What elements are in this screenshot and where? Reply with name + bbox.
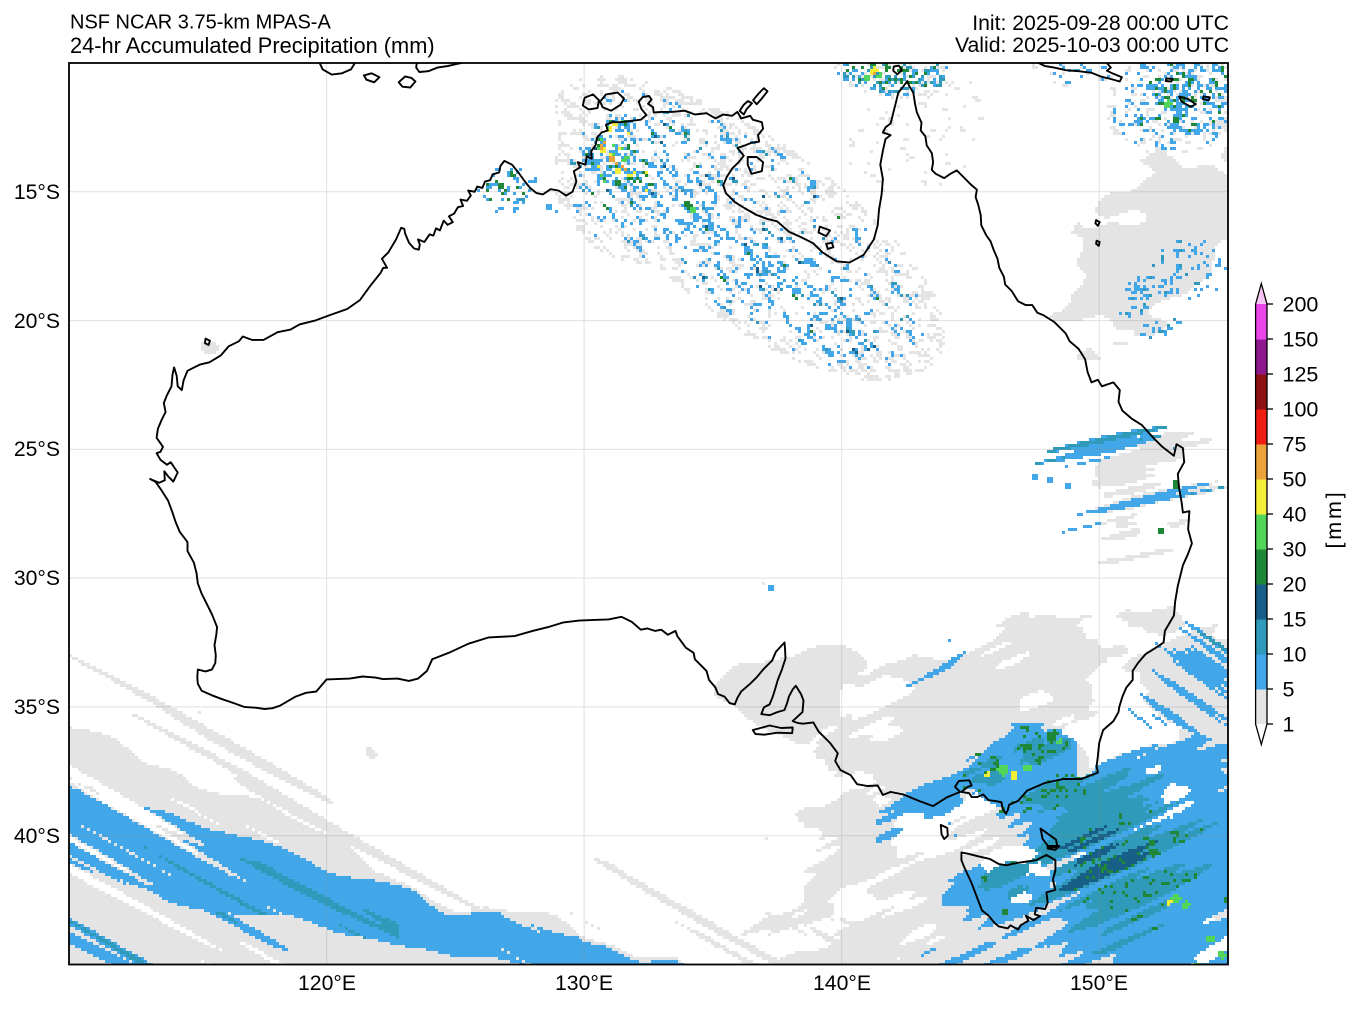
svg-text:35°S: 35°S	[14, 696, 60, 719]
svg-text:40°S: 40°S	[14, 825, 60, 848]
svg-text:25°S: 25°S	[14, 438, 60, 461]
svg-text:120°E: 120°E	[298, 972, 356, 995]
svg-text:Init: 2025-09-28 00:00 UTC: Init: 2025-09-28 00:00 UTC	[972, 12, 1229, 35]
svg-text:40: 40	[1283, 502, 1307, 526]
svg-text:150: 150	[1283, 327, 1319, 351]
svg-text:[mm]: [mm]	[1322, 490, 1346, 549]
svg-text:Valid: 2025-10-03 00:00 UTC: Valid: 2025-10-03 00:00 UTC	[955, 34, 1229, 57]
svg-text:30°S: 30°S	[14, 567, 60, 590]
svg-text:125: 125	[1283, 362, 1319, 386]
svg-text:140°E: 140°E	[813, 972, 871, 995]
svg-text:24-hr Accumulated Precipitatio: 24-hr Accumulated Precipitation (mm)	[70, 33, 435, 58]
svg-text:15°S: 15°S	[14, 181, 60, 204]
svg-text:20: 20	[1283, 572, 1307, 596]
svg-text:1: 1	[1283, 712, 1295, 736]
svg-text:NSF NCAR 3.75-km MPAS-A: NSF NCAR 3.75-km MPAS-A	[70, 12, 331, 34]
svg-text:75: 75	[1283, 432, 1307, 456]
svg-text:10: 10	[1283, 642, 1307, 666]
svg-text:20°S: 20°S	[14, 310, 60, 333]
svg-text:130°E: 130°E	[555, 972, 613, 995]
svg-text:150°E: 150°E	[1070, 972, 1128, 995]
svg-text:50: 50	[1283, 467, 1307, 491]
svg-text:15: 15	[1283, 607, 1307, 631]
svg-text:100: 100	[1283, 397, 1319, 421]
svg-text:5: 5	[1283, 677, 1295, 701]
svg-text:200: 200	[1283, 292, 1319, 316]
svg-text:30: 30	[1283, 537, 1307, 561]
